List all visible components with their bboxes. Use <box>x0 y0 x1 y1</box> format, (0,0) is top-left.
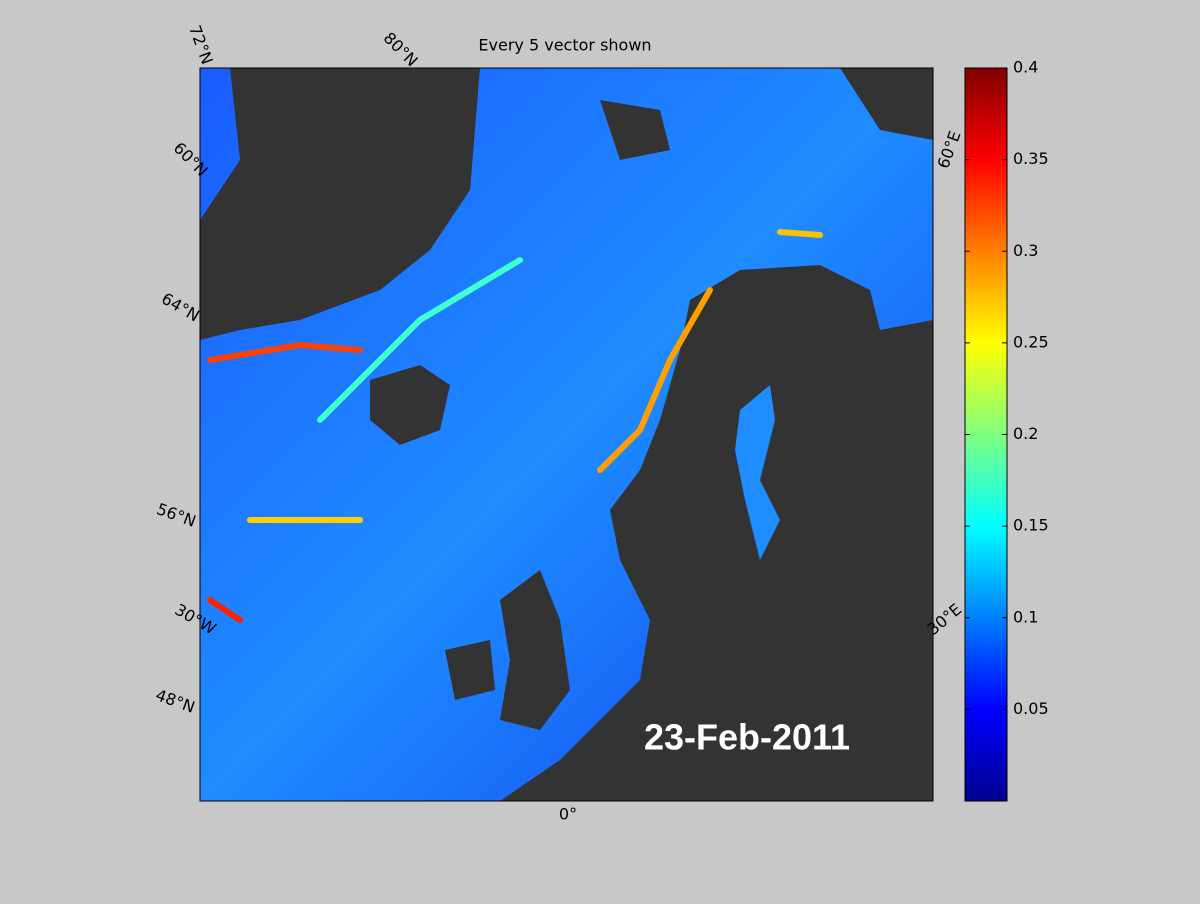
svalbard <box>600 100 670 160</box>
iceland <box>370 365 450 445</box>
colorbar-tick-label: 0.4 <box>1013 58 1038 77</box>
graticule-label: 0° <box>559 805 577 824</box>
title: Every 5 vector shown <box>478 36 651 55</box>
graticule-label: 64°N <box>158 289 202 326</box>
current-streak <box>597 287 713 473</box>
map-border <box>199 67 934 802</box>
ireland <box>445 640 495 700</box>
colorbar-tick-label: 0.2 <box>1013 424 1038 443</box>
date-label: 23-Feb-2011 <box>644 717 850 758</box>
currents <box>207 229 823 623</box>
current-streak <box>207 341 363 363</box>
colorbar-tick-label: 0.25 <box>1013 332 1049 351</box>
graticule-label: 80°N <box>380 28 422 70</box>
colorbar <box>964 67 1008 802</box>
current-streak <box>317 257 523 423</box>
colorbar-tick-label: 0.1 <box>1013 607 1038 626</box>
greenland <box>200 68 480 340</box>
graticule-label: 72°N <box>185 22 217 66</box>
current-streak <box>207 597 243 623</box>
graticule-label: 56°N <box>154 499 198 531</box>
colorbar-tick-label: 0.35 <box>1013 149 1049 168</box>
novaya-zemlya <box>840 68 933 140</box>
great-britain <box>500 570 570 730</box>
graticule-label: 48°N <box>153 685 197 717</box>
current-streak <box>777 229 823 238</box>
colorbar-tick-label: 0.05 <box>1013 699 1049 718</box>
colorbar-tick-label: 0.3 <box>1013 241 1038 260</box>
graticule-label: 60°E <box>934 128 965 171</box>
colorbar-tick-label: 0.15 <box>1013 516 1049 535</box>
continent <box>500 720 620 801</box>
baltic <box>735 385 780 560</box>
